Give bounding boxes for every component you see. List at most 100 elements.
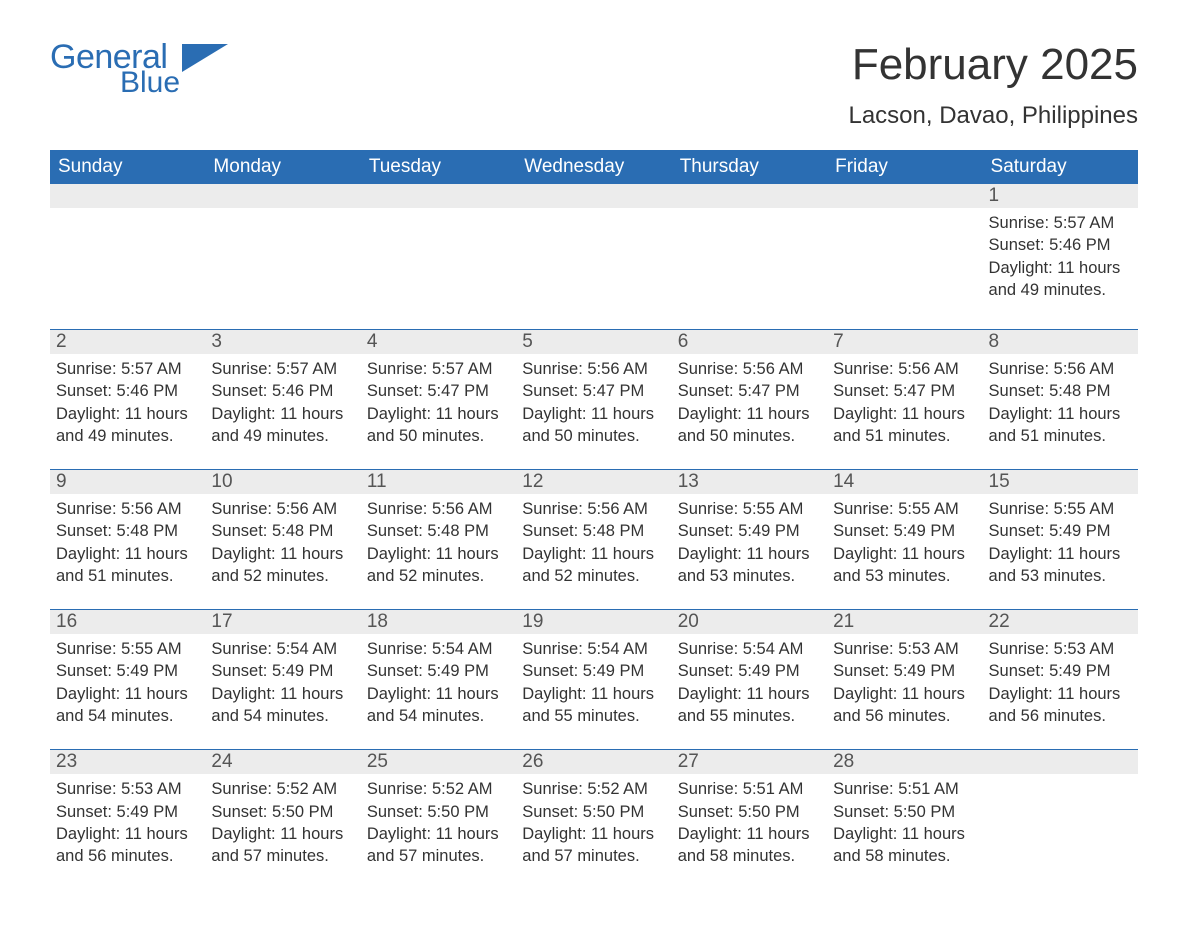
day-content: Sunrise: 5:53 AMSunset: 5:49 PMDaylight:… xyxy=(983,634,1138,749)
day-number: 18 xyxy=(361,609,516,634)
day-number: 5 xyxy=(516,329,671,354)
day-number: 3 xyxy=(205,329,360,354)
day-cell: 13Sunrise: 5:55 AMSunset: 5:49 PMDayligh… xyxy=(672,469,827,609)
location-text: Lacson, Davao, Philippines xyxy=(848,102,1138,130)
day-cell: 21Sunrise: 5:53 AMSunset: 5:49 PMDayligh… xyxy=(827,609,982,749)
day-content: Sunrise: 5:53 AMSunset: 5:49 PMDaylight:… xyxy=(827,634,982,749)
day-content: Sunrise: 5:54 AMSunset: 5:49 PMDaylight:… xyxy=(361,634,516,749)
day-content: Sunrise: 5:52 AMSunset: 5:50 PMDaylight:… xyxy=(516,774,671,889)
day-cell: 8Sunrise: 5:56 AMSunset: 5:48 PMDaylight… xyxy=(983,329,1138,469)
calendar-table: SundayMondayTuesdayWednesdayThursdayFrid… xyxy=(50,150,1138,889)
day-number: 4 xyxy=(361,329,516,354)
day-content: Sunrise: 5:52 AMSunset: 5:50 PMDaylight:… xyxy=(205,774,360,889)
day-cell: 20Sunrise: 5:54 AMSunset: 5:49 PMDayligh… xyxy=(672,609,827,749)
day-content: Sunrise: 5:55 AMSunset: 5:49 PMDaylight:… xyxy=(50,634,205,749)
title-block: February 2025 Lacson, Davao, Philippines xyxy=(848,40,1138,144)
dow-header-cell: Friday xyxy=(827,150,982,184)
day-number: 22 xyxy=(983,609,1138,634)
day-cell xyxy=(827,184,982,329)
day-number: 8 xyxy=(983,329,1138,354)
day-content: Sunrise: 5:54 AMSunset: 5:49 PMDaylight:… xyxy=(672,634,827,749)
day-content: Sunrise: 5:56 AMSunset: 5:47 PMDaylight:… xyxy=(672,354,827,469)
day-content: Sunrise: 5:57 AMSunset: 5:46 PMDaylight:… xyxy=(50,354,205,469)
day-cell: 1Sunrise: 5:57 AMSunset: 5:46 PMDaylight… xyxy=(983,184,1138,329)
day-content: Sunrise: 5:56 AMSunset: 5:48 PMDaylight:… xyxy=(983,354,1138,469)
day-number: 9 xyxy=(50,469,205,494)
day-cell: 10Sunrise: 5:56 AMSunset: 5:48 PMDayligh… xyxy=(205,469,360,609)
day-content: Sunrise: 5:55 AMSunset: 5:49 PMDaylight:… xyxy=(827,494,982,609)
day-cell: 5Sunrise: 5:56 AMSunset: 5:47 PMDaylight… xyxy=(516,329,671,469)
day-cell: 28Sunrise: 5:51 AMSunset: 5:50 PMDayligh… xyxy=(827,749,982,889)
day-cell: 9Sunrise: 5:56 AMSunset: 5:48 PMDaylight… xyxy=(50,469,205,609)
day-number: 25 xyxy=(361,749,516,774)
day-number: 27 xyxy=(672,749,827,774)
day-number xyxy=(672,184,827,208)
day-cell: 15Sunrise: 5:55 AMSunset: 5:49 PMDayligh… xyxy=(983,469,1138,609)
day-number xyxy=(827,184,982,208)
dow-header-cell: Saturday xyxy=(983,150,1138,184)
day-number xyxy=(516,184,671,208)
day-content: Sunrise: 5:56 AMSunset: 5:47 PMDaylight:… xyxy=(516,354,671,469)
day-content: Sunrise: 5:55 AMSunset: 5:49 PMDaylight:… xyxy=(983,494,1138,609)
dow-header-cell: Thursday xyxy=(672,150,827,184)
day-content xyxy=(50,208,205,308)
dow-header-cell: Wednesday xyxy=(516,150,671,184)
day-number: 26 xyxy=(516,749,671,774)
day-cell xyxy=(205,184,360,329)
day-content: Sunrise: 5:56 AMSunset: 5:48 PMDaylight:… xyxy=(50,494,205,609)
day-content: Sunrise: 5:51 AMSunset: 5:50 PMDaylight:… xyxy=(827,774,982,889)
day-number: 20 xyxy=(672,609,827,634)
day-cell: 22Sunrise: 5:53 AMSunset: 5:49 PMDayligh… xyxy=(983,609,1138,749)
day-number xyxy=(983,749,1138,774)
day-content: Sunrise: 5:56 AMSunset: 5:48 PMDaylight:… xyxy=(516,494,671,609)
day-content: Sunrise: 5:57 AMSunset: 5:46 PMDaylight:… xyxy=(205,354,360,469)
header: General Blue February 2025 Lacson, Davao… xyxy=(50,40,1138,144)
day-number: 10 xyxy=(205,469,360,494)
dow-header-cell: Sunday xyxy=(50,150,205,184)
dow-header-row: SundayMondayTuesdayWednesdayThursdayFrid… xyxy=(50,150,1138,184)
day-cell xyxy=(516,184,671,329)
day-number: 11 xyxy=(361,469,516,494)
day-number xyxy=(361,184,516,208)
day-content xyxy=(205,208,360,308)
day-number: 1 xyxy=(983,184,1138,208)
day-cell: 18Sunrise: 5:54 AMSunset: 5:49 PMDayligh… xyxy=(361,609,516,749)
day-number: 23 xyxy=(50,749,205,774)
day-cell: 16Sunrise: 5:55 AMSunset: 5:49 PMDayligh… xyxy=(50,609,205,749)
day-content: Sunrise: 5:56 AMSunset: 5:48 PMDaylight:… xyxy=(205,494,360,609)
day-cell: 11Sunrise: 5:56 AMSunset: 5:48 PMDayligh… xyxy=(361,469,516,609)
day-cell: 26Sunrise: 5:52 AMSunset: 5:50 PMDayligh… xyxy=(516,749,671,889)
logo-text-blue: Blue xyxy=(120,68,180,98)
day-content: Sunrise: 5:54 AMSunset: 5:49 PMDaylight:… xyxy=(516,634,671,749)
dow-header-cell: Tuesday xyxy=(361,150,516,184)
day-number: 19 xyxy=(516,609,671,634)
dow-header-cell: Monday xyxy=(205,150,360,184)
day-cell: 25Sunrise: 5:52 AMSunset: 5:50 PMDayligh… xyxy=(361,749,516,889)
day-number: 13 xyxy=(672,469,827,494)
day-content xyxy=(516,208,671,308)
day-content: Sunrise: 5:53 AMSunset: 5:49 PMDaylight:… xyxy=(50,774,205,889)
day-number xyxy=(205,184,360,208)
day-content: Sunrise: 5:55 AMSunset: 5:49 PMDaylight:… xyxy=(672,494,827,609)
day-cell xyxy=(361,184,516,329)
day-content: Sunrise: 5:56 AMSunset: 5:48 PMDaylight:… xyxy=(361,494,516,609)
day-cell: 6Sunrise: 5:56 AMSunset: 5:47 PMDaylight… xyxy=(672,329,827,469)
day-number: 28 xyxy=(827,749,982,774)
day-cell: 4Sunrise: 5:57 AMSunset: 5:47 PMDaylight… xyxy=(361,329,516,469)
day-content xyxy=(827,208,982,308)
day-content xyxy=(672,208,827,308)
day-content: Sunrise: 5:51 AMSunset: 5:50 PMDaylight:… xyxy=(672,774,827,889)
day-cell: 3Sunrise: 5:57 AMSunset: 5:46 PMDaylight… xyxy=(205,329,360,469)
day-cell xyxy=(983,749,1138,889)
day-cell: 24Sunrise: 5:52 AMSunset: 5:50 PMDayligh… xyxy=(205,749,360,889)
day-number: 16 xyxy=(50,609,205,634)
day-number: 15 xyxy=(983,469,1138,494)
day-number xyxy=(50,184,205,208)
day-number: 21 xyxy=(827,609,982,634)
logo-flag-icon xyxy=(182,44,228,78)
day-content xyxy=(361,208,516,308)
day-cell: 23Sunrise: 5:53 AMSunset: 5:49 PMDayligh… xyxy=(50,749,205,889)
day-number: 17 xyxy=(205,609,360,634)
day-number: 2 xyxy=(50,329,205,354)
day-content: Sunrise: 5:57 AMSunset: 5:46 PMDaylight:… xyxy=(983,208,1138,329)
